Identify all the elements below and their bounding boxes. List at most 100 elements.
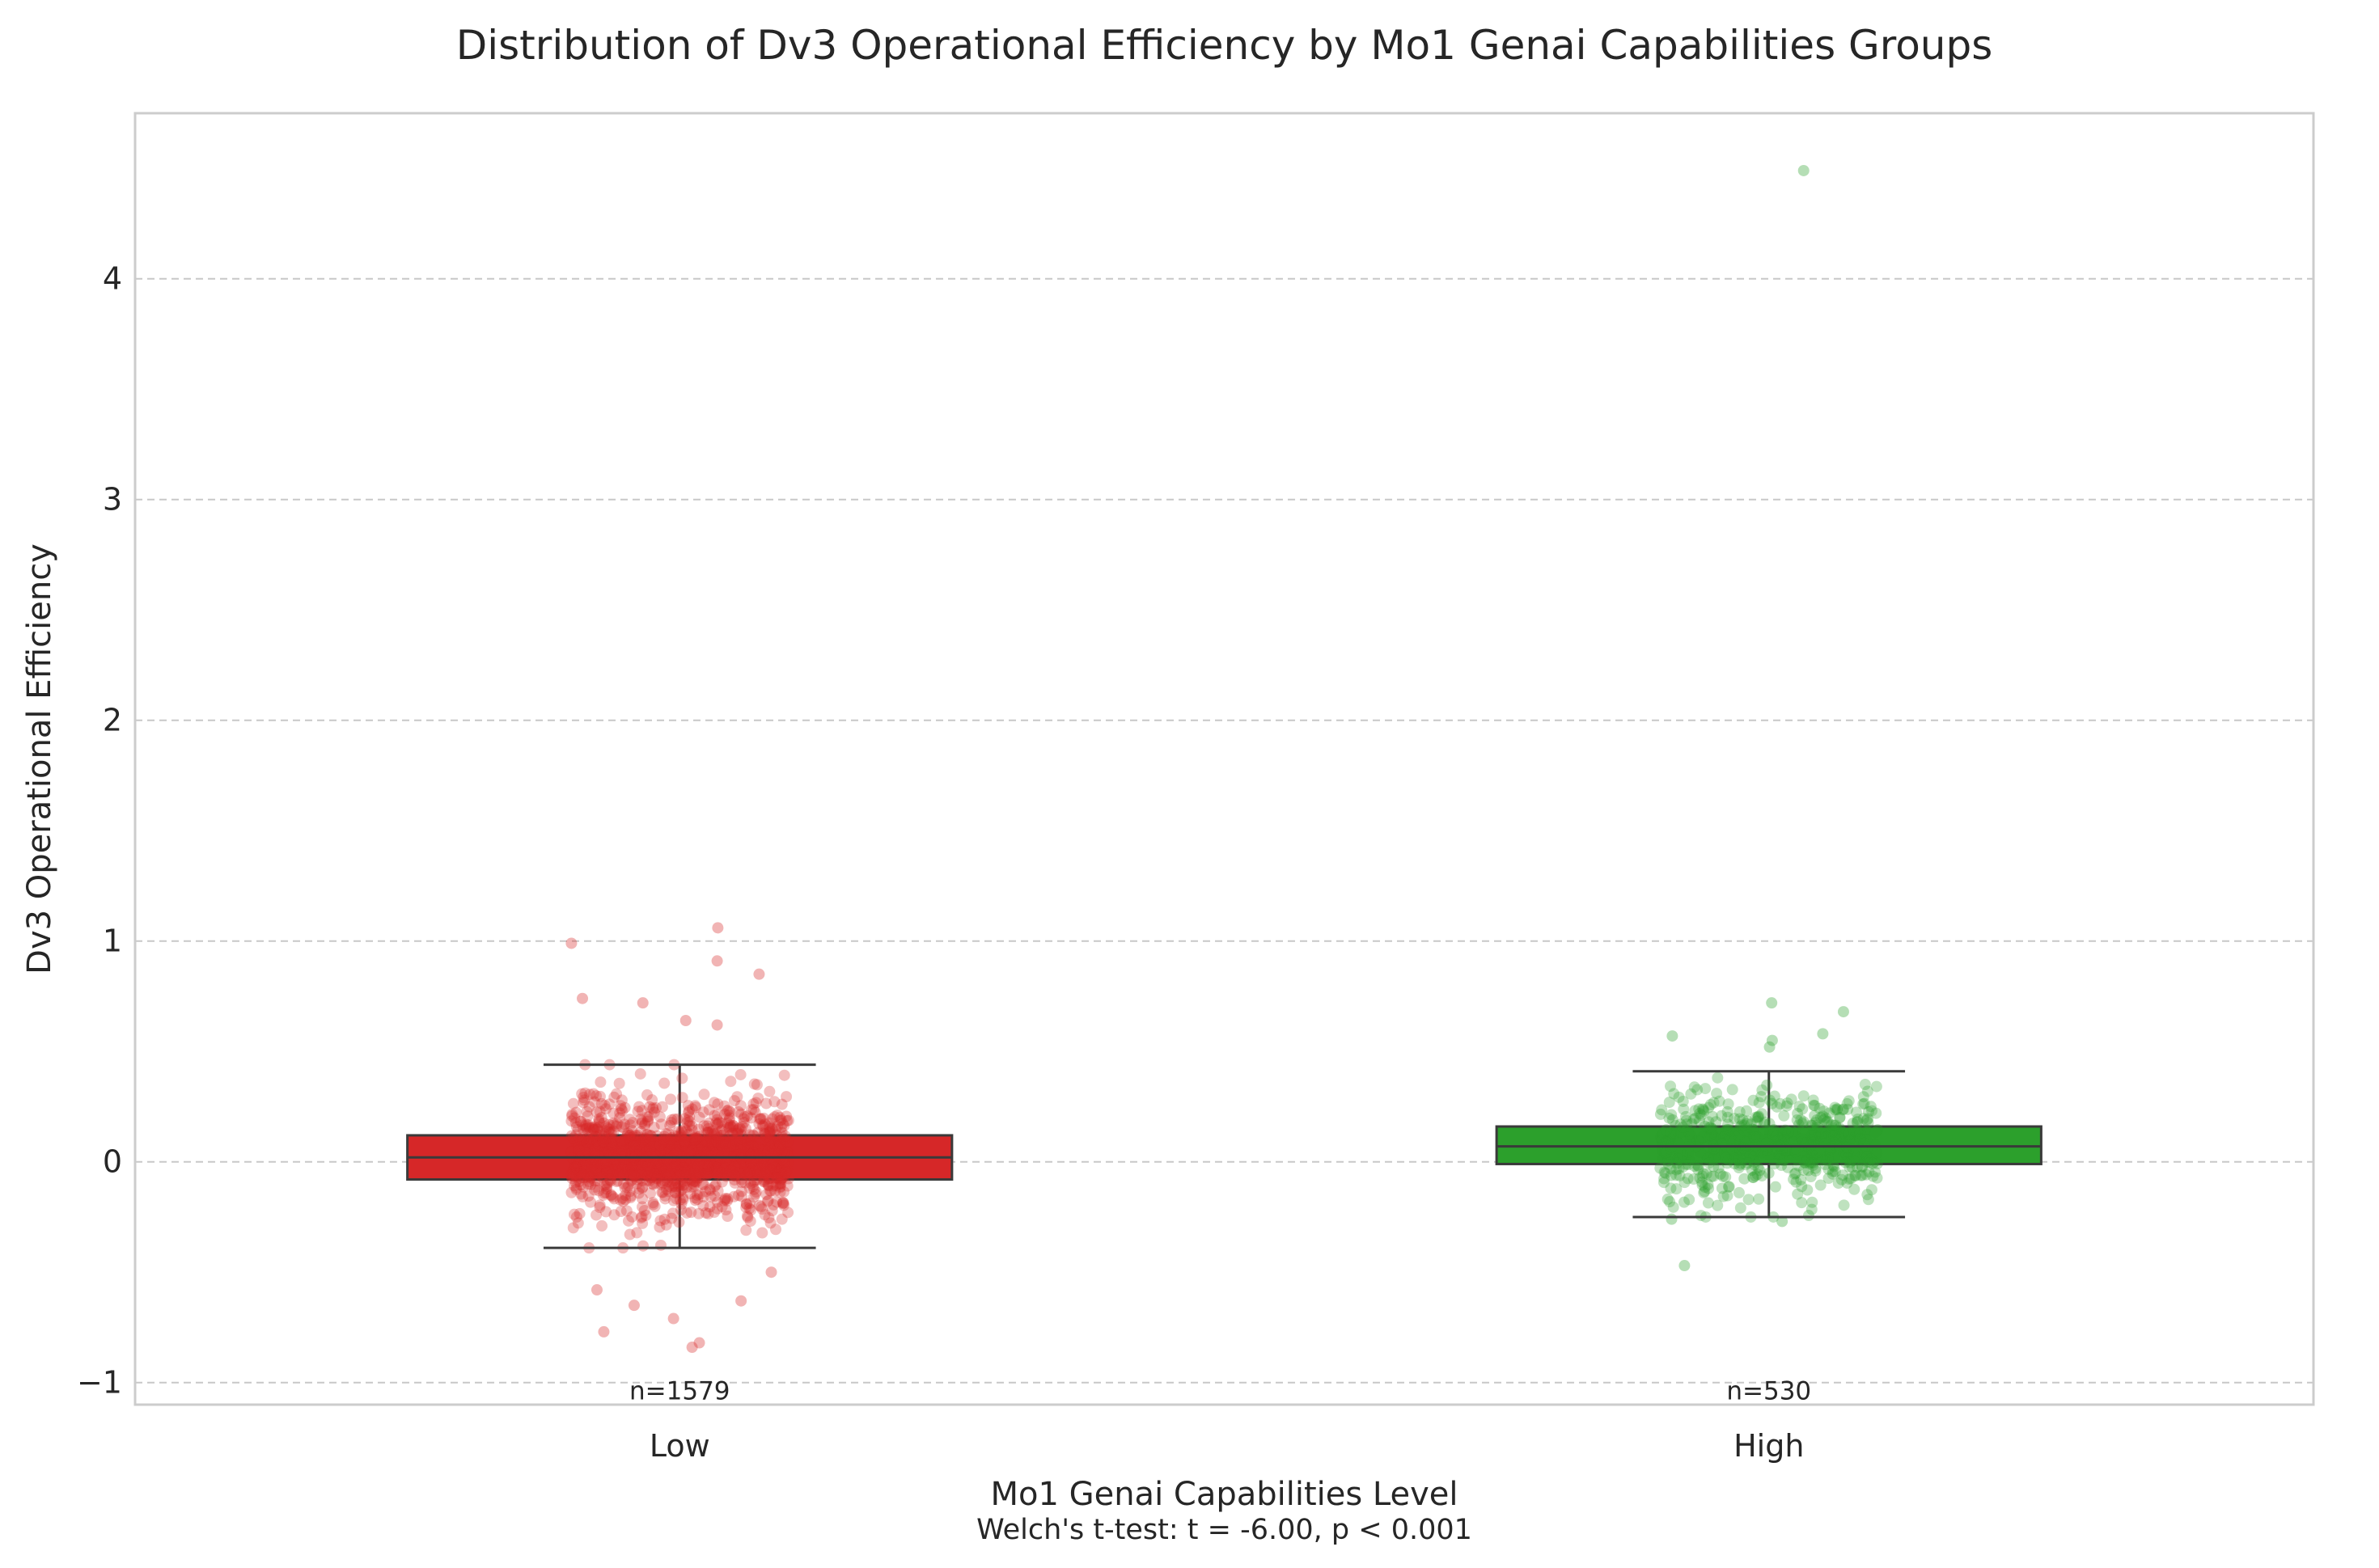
data-point	[1726, 1084, 1738, 1096]
data-point	[664, 1119, 676, 1131]
data-point	[647, 1102, 659, 1114]
data-point	[591, 1090, 603, 1102]
data-point	[566, 1166, 578, 1178]
data-point	[624, 1130, 637, 1142]
data-point	[1778, 1134, 1790, 1146]
data-point	[1793, 1118, 1805, 1131]
data-point	[642, 1170, 654, 1182]
data-point	[774, 1186, 786, 1198]
data-point	[701, 1126, 713, 1139]
data-point	[1661, 1193, 1674, 1205]
data-point	[1703, 1121, 1715, 1133]
data-point	[628, 1140, 640, 1152]
data-point	[688, 1131, 701, 1143]
data-point	[1663, 1112, 1675, 1124]
data-point	[675, 1178, 687, 1190]
data-point	[776, 1145, 788, 1157]
outlier-point	[753, 968, 765, 980]
data-point	[1756, 1084, 1768, 1097]
data-point	[583, 1121, 595, 1133]
data-point	[1678, 1177, 1691, 1189]
data-point	[573, 1140, 585, 1152]
data-point	[686, 1120, 698, 1132]
outlier-point	[1678, 1260, 1691, 1272]
data-point	[1869, 1156, 1881, 1168]
data-point	[578, 1094, 591, 1106]
data-point	[720, 1137, 732, 1149]
data-point	[1722, 1118, 1734, 1131]
data-point	[649, 1168, 661, 1180]
data-point	[653, 1156, 665, 1168]
data-point	[1788, 1173, 1800, 1186]
data-point	[1773, 1150, 1785, 1162]
data-point	[743, 1161, 755, 1173]
data-point	[1788, 1168, 1801, 1180]
data-point	[684, 1188, 696, 1200]
data-point	[679, 1139, 691, 1151]
data-point	[1711, 1088, 1723, 1100]
data-point	[696, 1178, 709, 1190]
data-point	[1797, 1103, 1809, 1115]
data-point	[1680, 1114, 1692, 1126]
data-point	[1789, 1167, 1801, 1179]
data-point	[641, 1115, 654, 1127]
data-point	[668, 1156, 680, 1169]
data-point	[1767, 1125, 1779, 1137]
data-point	[1771, 1101, 1783, 1113]
data-point	[1766, 1097, 1778, 1109]
data-point	[1734, 1139, 1746, 1151]
data-point	[573, 1160, 585, 1172]
data-point	[1750, 1129, 1762, 1141]
data-point	[1834, 1112, 1846, 1124]
plot-area	[135, 113, 2313, 1405]
data-point	[743, 1129, 756, 1141]
data-point	[604, 1133, 616, 1145]
data-point	[673, 1216, 685, 1228]
data-point	[697, 1106, 709, 1118]
data-point	[1751, 1115, 1763, 1127]
data-point	[611, 1088, 623, 1100]
data-point	[1822, 1151, 1834, 1163]
data-point	[751, 1165, 763, 1177]
data-point	[1654, 1108, 1666, 1120]
data-point	[636, 1115, 648, 1127]
data-point	[582, 1132, 594, 1144]
data-point	[771, 1169, 783, 1181]
data-point	[636, 1118, 648, 1130]
data-point	[698, 1088, 710, 1101]
data-point	[1827, 1119, 1839, 1131]
data-point	[1865, 1153, 1877, 1165]
outlier-point	[1766, 997, 1778, 1009]
data-point	[565, 1146, 578, 1158]
data-point	[742, 1134, 754, 1146]
data-point	[1730, 1145, 1742, 1157]
data-point	[1862, 1113, 1874, 1125]
data-point	[669, 1160, 681, 1173]
data-point	[1708, 1151, 1721, 1163]
data-point	[1827, 1159, 1839, 1171]
data-point	[593, 1185, 605, 1197]
data-point	[1818, 1105, 1830, 1118]
data-point	[603, 1123, 616, 1135]
data-point	[629, 1135, 641, 1147]
data-point	[1694, 1107, 1706, 1119]
data-point	[1790, 1176, 1802, 1188]
data-point	[778, 1069, 790, 1081]
data-point	[629, 1160, 641, 1173]
data-point	[674, 1140, 686, 1152]
data-point	[743, 1147, 755, 1159]
data-point	[585, 1165, 597, 1177]
data-point	[675, 1198, 688, 1210]
data-point	[1830, 1133, 1842, 1145]
data-point	[666, 1163, 678, 1175]
data-point	[632, 1131, 644, 1143]
data-point	[773, 1173, 785, 1185]
data-point	[759, 1118, 771, 1131]
data-point	[1691, 1084, 1704, 1096]
data-point	[567, 1222, 579, 1234]
data-point	[1729, 1158, 1741, 1170]
data-point	[774, 1139, 786, 1151]
data-point	[1820, 1126, 1832, 1138]
data-point	[617, 1195, 629, 1207]
data-point	[686, 1124, 698, 1136]
